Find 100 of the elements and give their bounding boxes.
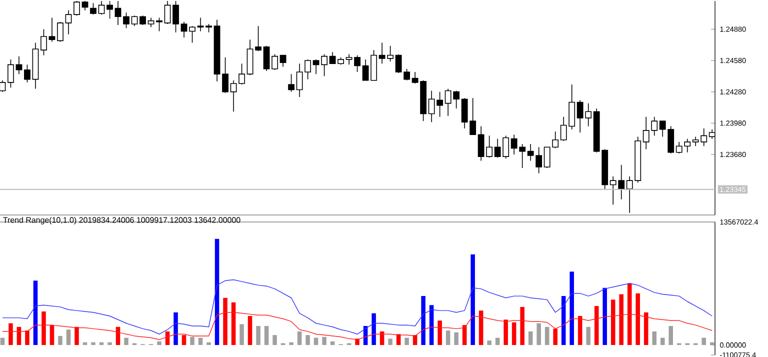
bar <box>528 331 533 346</box>
bar <box>446 330 450 346</box>
bar <box>429 305 434 346</box>
bar <box>512 322 516 346</box>
candlestick <box>312 59 320 74</box>
bar <box>553 328 558 346</box>
bar <box>421 296 426 346</box>
bar <box>8 323 13 346</box>
candlestick <box>197 17 204 32</box>
candlestick <box>114 1 122 26</box>
bar <box>610 300 616 346</box>
bar <box>223 298 228 346</box>
candlestick <box>263 45 270 72</box>
candlestick <box>156 17 162 32</box>
candlestick <box>296 63 303 98</box>
bar <box>380 331 384 346</box>
bar <box>66 330 71 346</box>
candlestick <box>131 15 138 26</box>
candlestick <box>222 56 228 94</box>
bar <box>289 342 294 346</box>
bar <box>58 336 62 346</box>
bar <box>0 338 5 346</box>
candlestick <box>123 12 130 29</box>
candlestick <box>24 64 30 83</box>
bar <box>636 293 640 346</box>
candlestick <box>255 26 262 52</box>
bar <box>198 338 203 346</box>
candlestick <box>0 80 6 92</box>
bar <box>264 326 269 346</box>
bar <box>586 326 590 346</box>
bar <box>470 254 475 346</box>
candlestick <box>180 21 188 38</box>
candlestick <box>288 74 294 92</box>
bar <box>462 325 467 346</box>
bar <box>322 336 326 346</box>
bar <box>702 338 706 346</box>
bar <box>240 324 244 346</box>
candlestick <box>40 28 47 56</box>
bar <box>157 341 162 346</box>
candlestick <box>172 1 179 33</box>
bar <box>314 338 318 346</box>
bar <box>652 331 656 346</box>
bar <box>660 338 665 346</box>
candlestick <box>16 56 22 74</box>
candlestick <box>106 1 113 20</box>
bar <box>520 306 524 346</box>
bar <box>272 335 277 346</box>
candlestick <box>82 1 88 11</box>
candlestick <box>48 17 56 42</box>
bar <box>256 326 260 346</box>
bar <box>91 342 96 346</box>
bar <box>627 283 632 346</box>
candlestick <box>74 1 80 16</box>
bar <box>570 272 574 346</box>
candlestick <box>238 63 245 85</box>
candlestick <box>140 15 146 26</box>
bar <box>297 331 302 346</box>
bar <box>124 338 128 346</box>
bar <box>50 325 54 346</box>
bar <box>330 341 335 346</box>
bar <box>438 320 442 346</box>
bar <box>602 288 607 346</box>
candlestick <box>8 59 14 88</box>
candlestick <box>321 54 328 77</box>
bar <box>214 238 220 346</box>
bar <box>182 335 186 346</box>
bar <box>248 316 252 346</box>
candlestick <box>65 10 72 35</box>
bar <box>190 336 194 346</box>
bar <box>74 326 79 346</box>
bar <box>536 323 541 346</box>
candlestick <box>98 1 105 15</box>
candlestick <box>304 59 311 80</box>
bar <box>306 335 310 346</box>
candlestick <box>354 54 361 72</box>
bar <box>454 332 458 346</box>
candlestick <box>329 52 336 64</box>
bar <box>710 342 714 346</box>
bar <box>561 296 566 346</box>
bar <box>42 311 46 346</box>
bar <box>404 338 409 346</box>
bar <box>668 326 673 346</box>
bar <box>478 310 484 346</box>
candlestick <box>272 54 278 70</box>
candlestick <box>148 17 154 28</box>
bar <box>578 316 582 346</box>
bar <box>25 330 30 346</box>
candlestick <box>189 26 196 44</box>
candlestick <box>90 2 96 15</box>
bar <box>174 312 178 346</box>
candlestick <box>280 54 286 68</box>
candlestick <box>164 1 171 24</box>
candlestick <box>57 21 64 42</box>
bar <box>108 342 112 346</box>
candlestick <box>346 54 352 66</box>
bar <box>594 306 599 346</box>
bar <box>504 320 508 346</box>
candlestick <box>230 80 237 112</box>
bar <box>33 280 38 346</box>
bar <box>495 338 500 346</box>
